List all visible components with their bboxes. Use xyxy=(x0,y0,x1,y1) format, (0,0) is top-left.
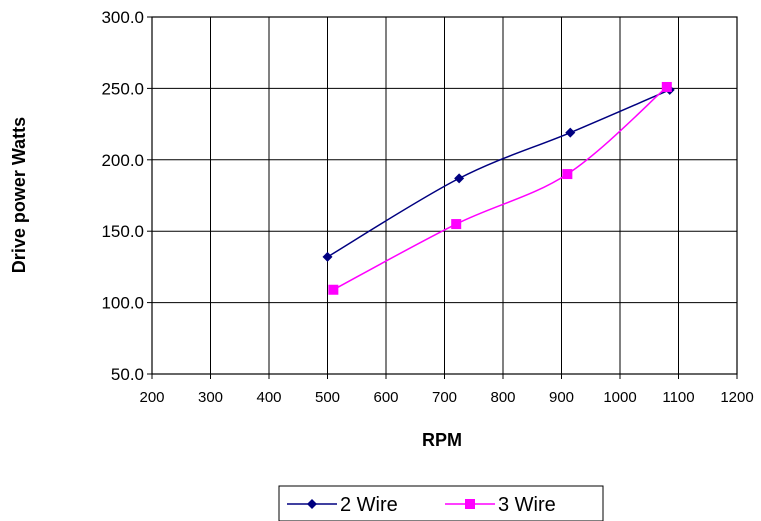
y-tick-label: 50.0 xyxy=(111,365,144,384)
x-tick-label: 500 xyxy=(315,389,340,406)
data-point-3-wire xyxy=(328,284,339,295)
data-point-2-wire xyxy=(454,173,465,184)
y-tick-label: 150.0 xyxy=(101,222,144,241)
grid xyxy=(151,16,738,375)
series-line-2-wire xyxy=(327,89,671,258)
legend: 2 Wire 3 Wire xyxy=(278,485,604,521)
y-axis-ticks: 50.0 100.0 150.0 200.0 250.0 300.0 xyxy=(101,8,152,384)
series-lines xyxy=(327,86,671,291)
data-point-2-wire xyxy=(565,127,576,138)
data-point-2-wire xyxy=(322,251,333,262)
x-axis-title: RPM xyxy=(422,430,462,450)
series-line-3-wire xyxy=(332,86,668,291)
x-tick-label: 400 xyxy=(256,389,281,406)
y-tick-label: 250.0 xyxy=(101,79,144,98)
y-tick-label: 300.0 xyxy=(101,8,144,27)
y-axis-title: Drive power Watts xyxy=(9,117,29,273)
legend-marker-3-wire xyxy=(465,499,475,509)
x-tick-label: 1200 xyxy=(720,389,753,406)
data-point-3-wire xyxy=(562,169,573,180)
x-tick-label: 700 xyxy=(432,389,457,406)
legend-marker-2-wire xyxy=(307,499,317,509)
x-tick-label: 1100 xyxy=(662,389,694,406)
x-tick-label: 200 xyxy=(139,389,164,406)
x-tick-label: 1000 xyxy=(603,389,636,406)
x-tick-label: 900 xyxy=(549,389,574,406)
data-point-3-wire xyxy=(661,81,672,92)
x-tick-label: 600 xyxy=(373,389,398,406)
series-markers xyxy=(322,81,675,295)
x-axis-ticks: 200 300 400 500 600 700 800 900 1000 1100 1200 xyxy=(139,374,754,406)
legend-label-3-wire: 3 Wire xyxy=(498,494,556,516)
y-tick-label: 100.0 xyxy=(101,294,144,313)
y-tick-label: 200.0 xyxy=(101,151,144,170)
x-tick-label: 300 xyxy=(198,389,223,406)
x-tick-label: 800 xyxy=(490,389,515,406)
data-point-3-wire xyxy=(451,219,462,230)
legend-label-2-wire: 2 Wire xyxy=(340,494,398,516)
